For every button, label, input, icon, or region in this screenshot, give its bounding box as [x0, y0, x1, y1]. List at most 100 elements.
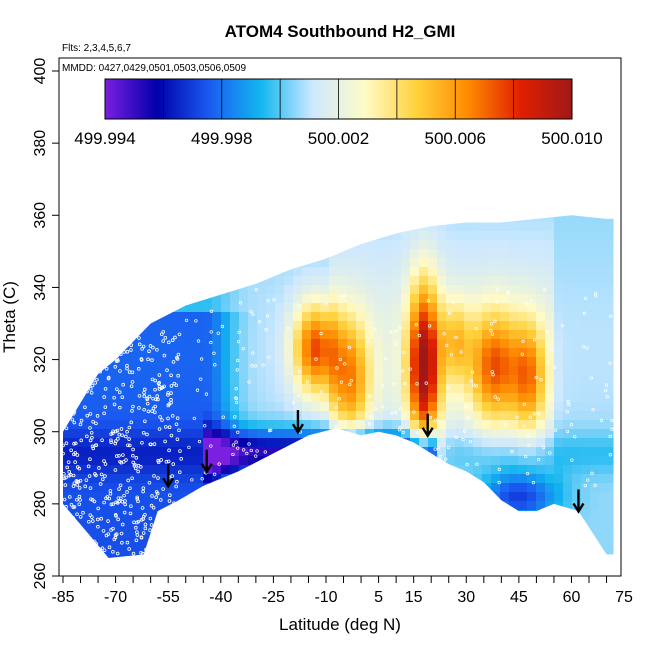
heat-cell	[374, 420, 384, 430]
heat-cell	[446, 258, 456, 268]
heat-cell	[176, 348, 186, 358]
heat-cell	[572, 519, 582, 529]
heat-cell	[464, 393, 474, 403]
heat-cell	[338, 510, 348, 520]
heat-cell	[68, 447, 78, 457]
heat-cell	[338, 186, 348, 196]
heat-cell	[140, 456, 150, 466]
heat-cell	[347, 357, 357, 367]
heat-cell	[347, 429, 357, 439]
heat-cell	[419, 474, 429, 484]
heat-cell	[365, 168, 375, 178]
heat-cell	[383, 546, 393, 556]
heat-cell	[239, 474, 249, 484]
heat-cell	[554, 339, 564, 349]
heat-cell	[185, 564, 195, 574]
heat-cell	[212, 159, 222, 169]
heat-cell	[356, 384, 366, 394]
heat-cell	[599, 483, 609, 493]
heat-cell	[275, 231, 285, 241]
heat-cell	[500, 411, 510, 421]
heat-cell	[545, 249, 555, 259]
observation-point	[137, 342, 142, 347]
heat-cell	[491, 215, 501, 223]
heat-cell	[104, 249, 114, 259]
heat-cell	[311, 330, 321, 340]
heat-cell	[563, 357, 573, 367]
heat-cell	[509, 312, 519, 322]
heat-cell	[203, 438, 213, 448]
heat-cell	[464, 573, 474, 583]
arrow-marker	[291, 410, 304, 435]
heat-cell	[599, 420, 609, 430]
heat-cell	[563, 402, 573, 412]
observation-point	[117, 487, 121, 491]
heat-cell	[95, 348, 105, 358]
heat-cell	[536, 150, 546, 160]
heat-cell	[563, 411, 573, 421]
heat-cell	[203, 366, 213, 376]
heat-cell	[437, 258, 447, 268]
heat-cell	[86, 474, 96, 484]
heat-cell	[248, 150, 258, 160]
heat-cell	[518, 474, 528, 484]
heat-cell	[554, 195, 564, 205]
heat-cell	[545, 555, 555, 558]
heat-cell	[248, 348, 258, 358]
heat-cell	[266, 348, 276, 358]
heat-cell	[302, 204, 312, 214]
heat-cell	[446, 240, 456, 250]
heat-cell	[131, 546, 141, 556]
heat-cell	[590, 267, 600, 277]
heat-cell	[239, 501, 249, 511]
heat-cell	[167, 483, 177, 493]
heat-cell	[131, 267, 141, 277]
heat-cell	[302, 240, 312, 250]
heat-cell	[266, 384, 276, 394]
heat-cell	[104, 168, 114, 178]
observation-point	[68, 386, 73, 391]
heat-cell	[446, 231, 456, 241]
heat-cell	[401, 330, 411, 340]
heat-cell	[509, 384, 519, 394]
observation-point	[329, 446, 333, 450]
heat-cell	[122, 215, 132, 223]
heat-cell	[464, 168, 474, 178]
heat-cell	[266, 339, 276, 349]
heat-cell	[68, 258, 78, 268]
heat-cell	[104, 537, 114, 547]
heat-cell	[383, 411, 393, 421]
observation-point	[130, 476, 134, 481]
heat-cell	[275, 393, 285, 403]
heat-cell	[284, 393, 294, 403]
heat-cell	[284, 546, 294, 556]
heat-cell	[104, 420, 114, 430]
heat-cell	[203, 204, 213, 214]
heat-cell	[77, 501, 87, 511]
heat-cell	[599, 402, 609, 412]
heat-cell	[455, 357, 465, 367]
heat-cell	[383, 393, 393, 403]
heat-cell	[167, 222, 177, 232]
heat-cell	[437, 168, 447, 178]
observation-point	[393, 467, 398, 472]
observation-point	[136, 469, 140, 474]
heat-cell	[383, 204, 393, 214]
heat-cell	[401, 249, 411, 259]
heat-cell	[185, 240, 195, 250]
observation-point	[593, 483, 597, 487]
heat-cell	[383, 276, 393, 286]
heat-cell	[257, 555, 267, 558]
heat-cell	[95, 240, 105, 250]
heat-cell	[59, 204, 69, 214]
heat-cell	[63, 222, 69, 232]
observation-point	[67, 495, 72, 499]
heat-cell	[617, 222, 627, 232]
heat-cell	[536, 546, 546, 556]
heat-cell	[374, 303, 384, 313]
heat-cell	[518, 240, 528, 250]
heat-cell	[500, 483, 510, 493]
heat-cell	[536, 258, 546, 268]
heat-cell	[545, 420, 555, 430]
heat-cell	[239, 339, 249, 349]
